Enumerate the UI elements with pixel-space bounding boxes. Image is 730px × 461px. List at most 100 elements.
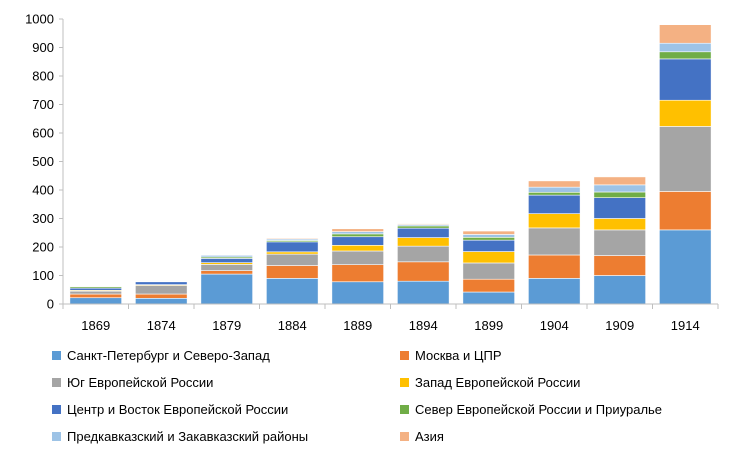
legend-label: Предкавказский и Закавказский районы bbox=[67, 428, 309, 444]
bar-segment-1879-series-2 bbox=[200, 270, 253, 275]
bar-segment-1894-series-1 bbox=[397, 280, 450, 305]
x-tick-label: 1899 bbox=[474, 318, 503, 333]
x-tick-label: 1884 bbox=[278, 318, 307, 333]
bar-segment-1904-series-6 bbox=[528, 191, 581, 196]
legend-label: Москва и ЦПР bbox=[415, 347, 502, 363]
bar-segment-1884-series-4 bbox=[266, 251, 319, 255]
bar-segment-1889-series-2 bbox=[331, 264, 384, 283]
bar-segment-1909-series-6 bbox=[593, 191, 646, 198]
bar-segment-1904-series-8 bbox=[528, 180, 581, 188]
bar-segment-1899-series-8 bbox=[462, 230, 515, 235]
bar-segment-1909-series-5 bbox=[593, 197, 646, 219]
legend-swatch bbox=[52, 377, 61, 387]
y-tick-label: 1000 bbox=[25, 12, 54, 27]
bar-segment-1884-series-8 bbox=[266, 237, 319, 240]
legend-item: Центр и Восток Европейской России bbox=[52, 400, 288, 418]
bar-segment-1879-series-3 bbox=[200, 264, 253, 271]
bar-segment-1884-series-3 bbox=[266, 253, 319, 266]
legend-item: Север Европейской России и Приуралье bbox=[400, 400, 662, 418]
bar-segment-1869-series-5 bbox=[69, 287, 122, 291]
bar-segment-1899-series-6 bbox=[462, 237, 515, 241]
bar-segment-1869-series-1 bbox=[69, 297, 122, 305]
legend-swatch bbox=[400, 404, 409, 414]
legend-item: Юг Европейской России bbox=[52, 373, 213, 391]
x-tick-label: 1909 bbox=[605, 318, 634, 333]
bar-segment-1909-series-1 bbox=[593, 275, 646, 305]
x-tick-label: 1879 bbox=[212, 318, 241, 333]
y-tick-label: 800 bbox=[32, 69, 54, 84]
bar-segment-1889-series-7 bbox=[331, 231, 384, 235]
x-tick-label: 1889 bbox=[343, 318, 372, 333]
legend-swatch bbox=[52, 350, 61, 360]
bar-segment-1894-series-8 bbox=[397, 223, 450, 225]
x-tick-label: 1904 bbox=[540, 318, 569, 333]
y-axis: 0 100 200 300 400 500 600 700 800 900 1000 bbox=[25, 12, 64, 312]
legend-swatch bbox=[400, 350, 409, 360]
bar-segment-1874-series-3 bbox=[135, 285, 188, 295]
bar-segment-1909-series-4 bbox=[593, 218, 646, 231]
bar-segment-1869-series-7 bbox=[69, 285, 122, 287]
bar-segment-1909-series-8 bbox=[593, 176, 646, 186]
bar-segment-1894-series-6 bbox=[397, 225, 450, 229]
bar-segment-1874-series-2 bbox=[135, 293, 188, 299]
x-tick-label: 1914 bbox=[671, 318, 700, 333]
legend-item: Санкт-Петербург и Северо-Запад bbox=[52, 346, 270, 364]
bar-segment-1904-series-4 bbox=[528, 213, 581, 229]
legend-swatch bbox=[400, 377, 409, 387]
x-axis: 1869 1874 1879 1884 1889 1894 1899 1904 1909 1914 bbox=[62, 303, 719, 333]
bar-segment-1899-series-1 bbox=[462, 291, 515, 305]
bar-segment-1914-series-1 bbox=[659, 229, 712, 305]
x-tick-label: 1869 bbox=[81, 318, 110, 333]
legend-label: Азия bbox=[415, 428, 444, 444]
legend-item: Азия bbox=[400, 427, 444, 445]
y-tick-label: 300 bbox=[32, 211, 54, 226]
bar-segment-1884-series-5 bbox=[266, 241, 319, 253]
bar-segment-1889-series-5 bbox=[331, 236, 384, 246]
bar-segment-1894-series-4 bbox=[397, 237, 450, 247]
x-tick-label: 1894 bbox=[409, 318, 438, 333]
bar-segment-1894-series-5 bbox=[397, 227, 450, 238]
bars bbox=[69, 24, 712, 305]
legend-label: Север Европейской России и Приуралье bbox=[415, 401, 663, 417]
bar-segment-1869-series-2 bbox=[69, 293, 122, 299]
bar-segment-1879-series-1 bbox=[200, 273, 253, 305]
bar-segment-1894-series-3 bbox=[397, 245, 450, 263]
bar-segment-1909-series-3 bbox=[593, 229, 646, 256]
bar-segment-1899-series-3 bbox=[462, 262, 515, 280]
bar-segment-1884-series-2 bbox=[266, 265, 319, 279]
legend-label: Центр и Восток Европейской России bbox=[67, 401, 289, 417]
legend-label: Запад Европейской России bbox=[415, 374, 581, 390]
legend-label: Юг Европейской России bbox=[67, 374, 214, 390]
bar-segment-1914-series-2 bbox=[659, 191, 712, 231]
legend-swatch bbox=[52, 404, 61, 414]
y-tick-label: 400 bbox=[32, 183, 54, 198]
bar-segment-1879-series-8 bbox=[200, 254, 253, 256]
bar-segment-1874-series-1 bbox=[135, 297, 188, 305]
x-tick-label: 1874 bbox=[147, 318, 176, 333]
bar-segment-1899-series-4 bbox=[462, 251, 515, 264]
bar-segment-1879-series-5 bbox=[200, 258, 253, 263]
legend-swatch bbox=[400, 431, 409, 441]
legend-swatch bbox=[52, 431, 61, 441]
legend-label: Санкт-Петербург и Северо-Запад bbox=[67, 347, 270, 363]
bar-segment-1899-series-7 bbox=[462, 234, 515, 238]
bar-segment-1899-series-5 bbox=[462, 239, 515, 252]
legend-item: Москва и ЦПР bbox=[400, 346, 502, 364]
bar-segment-1889-series-3 bbox=[331, 250, 384, 265]
bar-segment-1869-series-3 bbox=[69, 290, 122, 295]
bar-segment-1889-series-6 bbox=[331, 233, 384, 238]
legend-item: Предкавказский и Закавказский районы bbox=[52, 427, 308, 445]
y-tick-label: 600 bbox=[32, 126, 54, 141]
bar-segment-1889-series-4 bbox=[331, 244, 384, 252]
y-tick-label: 900 bbox=[32, 40, 54, 55]
bar-segment-1914-series-5 bbox=[659, 58, 712, 101]
bar-segment-1914-series-3 bbox=[659, 126, 712, 192]
y-tick-label: 200 bbox=[32, 240, 54, 255]
y-tick-label: 700 bbox=[32, 97, 54, 112]
bar-segment-1889-series-8 bbox=[331, 228, 384, 232]
bar-segment-1904-series-2 bbox=[528, 254, 581, 279]
bar-segment-1914-series-4 bbox=[659, 99, 712, 127]
bar-segment-1904-series-7 bbox=[528, 186, 581, 193]
bar-segment-1904-series-1 bbox=[528, 278, 581, 305]
legend: Санкт-Петербург и Северо-Запад Москва и Ц… bbox=[0, 340, 730, 461]
